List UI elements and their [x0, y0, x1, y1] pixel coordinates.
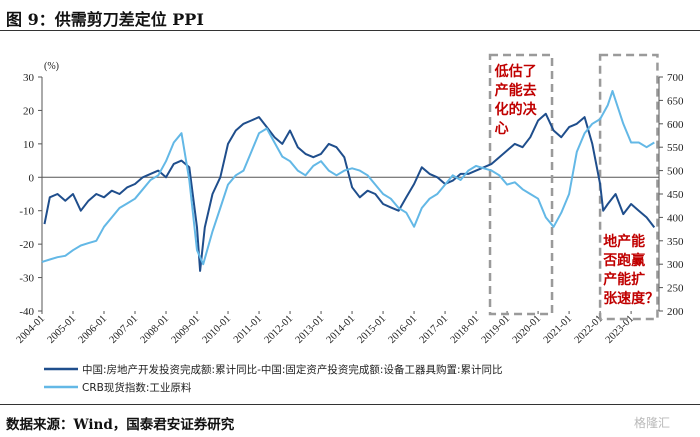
y-tick-label-right: 450: [667, 189, 684, 201]
chart-legend: 中国:房地产开发投资完成额:累计同比-中国:固定资产投资完成额:设备工器具购置:…: [44, 363, 502, 394]
y-tick-label-right: 200: [667, 306, 684, 318]
y-tick-label-right: 250: [667, 283, 684, 295]
x-tick-label: 2007-01: [108, 313, 141, 346]
dashbox-2019: [488, 53, 554, 316]
y-tick-label-right: 550: [667, 142, 684, 154]
x-tick-label: 2012-01: [263, 313, 296, 346]
legend-label: 中国:房地产开发投资完成额:累计同比-中国:固定资产投资完成额:设备工器具购置:…: [82, 363, 502, 376]
annotation-text: 产能去: [495, 82, 537, 99]
y-tick-label-left: -10: [19, 206, 34, 218]
title-divider: [0, 30, 700, 31]
x-tick-label: 2018-01: [449, 313, 482, 346]
y-tick-label-left: -20: [19, 239, 34, 251]
x-tick-label: 2014-01: [325, 313, 358, 346]
x-tick-label: 2013-01: [294, 313, 327, 346]
x-tick-label: 2008-01: [139, 313, 172, 346]
watermark-logo: 格隆汇: [634, 416, 671, 430]
legend-label: CRB现货指数:工业原料: [82, 381, 192, 394]
y-tick-label-left: 30: [23, 72, 35, 84]
annotation-text: 心: [495, 121, 509, 137]
x-tick-label: 2015-01: [356, 313, 389, 346]
y-tick-label-left: 0: [29, 172, 35, 184]
footer-divider: [0, 404, 700, 405]
annotation-text: 张速度？: [603, 290, 659, 307]
chart-title: 图 9：供需剪刀差定位 PPI: [6, 10, 204, 29]
x-tick-label: 2004-01: [15, 313, 48, 346]
x-tick-label: 2016-01: [387, 313, 420, 346]
y-tick-label-left: -30: [19, 273, 34, 285]
y-tick-label-left: 10: [23, 139, 35, 151]
annotation-text: 地产能: [603, 233, 645, 250]
x-tick-label: 2017-01: [418, 313, 451, 346]
annotation-text: 产能扩: [603, 271, 645, 288]
annotation-text: 否跑赢: [602, 252, 645, 269]
x-tick-label: 2009-01: [170, 313, 203, 346]
x-tick-label: 2006-01: [77, 313, 110, 346]
chart-axes: 30 20 10 0 -10 -20 -30 -40 700 650 600 550 500 450 400…: [15, 61, 684, 346]
y-tick-label-right: 350: [667, 236, 684, 248]
y-tick-label-right: 400: [667, 212, 684, 224]
y-tick-label-right: 600: [667, 119, 684, 131]
x-tick-label: 2020-01: [511, 313, 544, 346]
y-tick-label-right: 300: [667, 259, 684, 271]
y-tick-label-left: 20: [23, 105, 35, 117]
annotation-text: 化的决: [495, 101, 538, 118]
y-tick-label-right: 650: [667, 95, 684, 107]
y-tick-label-left: -40: [19, 306, 34, 318]
y-tick-label-right: 700: [667, 72, 684, 84]
x-tick-label: 2021-01: [542, 313, 575, 346]
data-source: 数据来源：Wind，国泰君安证券研究: [6, 417, 235, 433]
x-tick-label: 2011-01: [232, 313, 264, 345]
y-unit-label: (%): [44, 61, 59, 72]
y-tick-label-right: 500: [667, 166, 684, 178]
x-tick-label: 2005-01: [46, 313, 79, 346]
chart-series: [41, 90, 656, 272]
annotation-text: 低估了: [494, 63, 537, 80]
chart-svg: 30 20 10 0 -10 -20 -30 -40 700 650 600 550 500 450 400…: [15, 53, 684, 394]
x-tick-label: 2010-01: [201, 313, 234, 346]
x-tick-label: 2019-01: [480, 313, 513, 346]
series-line-crb: [41, 90, 655, 266]
series-line-spread: [43, 112, 656, 272]
